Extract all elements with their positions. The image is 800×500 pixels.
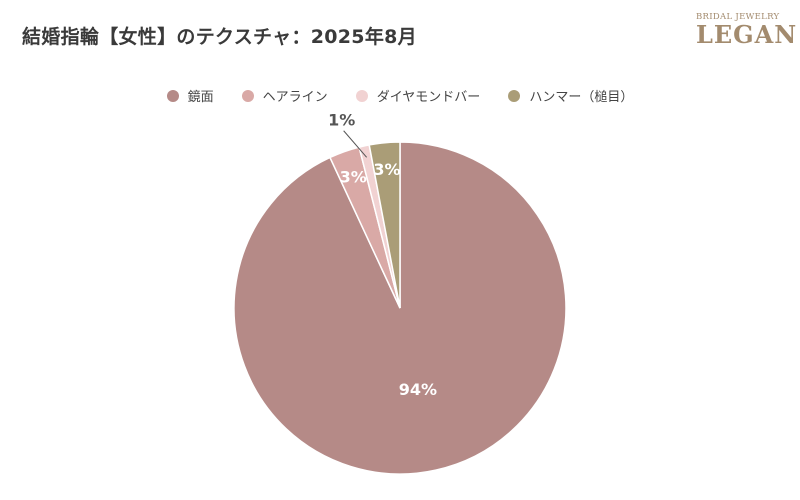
slice-label-diamond-bar: 1% — [328, 111, 355, 130]
legend-item-hammer[interactable]: ハンマー（槌目） — [508, 86, 633, 105]
legend-swatch — [241, 89, 254, 102]
legend-label: ヘアライン — [262, 90, 328, 105]
legend-label: 鏡面 — [187, 90, 214, 105]
logo-tagline: BRIDAL JEWELRY — [696, 12, 780, 22]
pie-slice-hammer[interactable] — [368, 141, 401, 309]
chart-legend: 鏡面 ヘアライン ダイヤモンドバー ハンマー（槌目） — [0, 86, 800, 105]
legend-swatch — [355, 89, 368, 102]
slice-label-mirror: 94% — [399, 380, 437, 399]
legend-item-diamond-bar[interactable]: ダイヤモンドバー — [355, 86, 481, 105]
legend-item-mirror[interactable]: 鏡面 — [166, 86, 214, 105]
legend-label: ハンマー（槌目） — [529, 90, 634, 105]
legend-swatch — [166, 89, 179, 102]
slice-label-hammer: 3% — [373, 160, 400, 179]
chart-title: 結婚指輪【女性】のテクスチャ：2025年8月 — [22, 26, 417, 48]
legend-label: ダイヤモンドバー — [376, 90, 481, 105]
legend-item-hairline[interactable]: ヘアライン — [241, 86, 328, 105]
slice-label-hairline: 3% — [340, 168, 367, 187]
leader-line — [343, 130, 368, 158]
legend-swatch — [508, 89, 521, 102]
